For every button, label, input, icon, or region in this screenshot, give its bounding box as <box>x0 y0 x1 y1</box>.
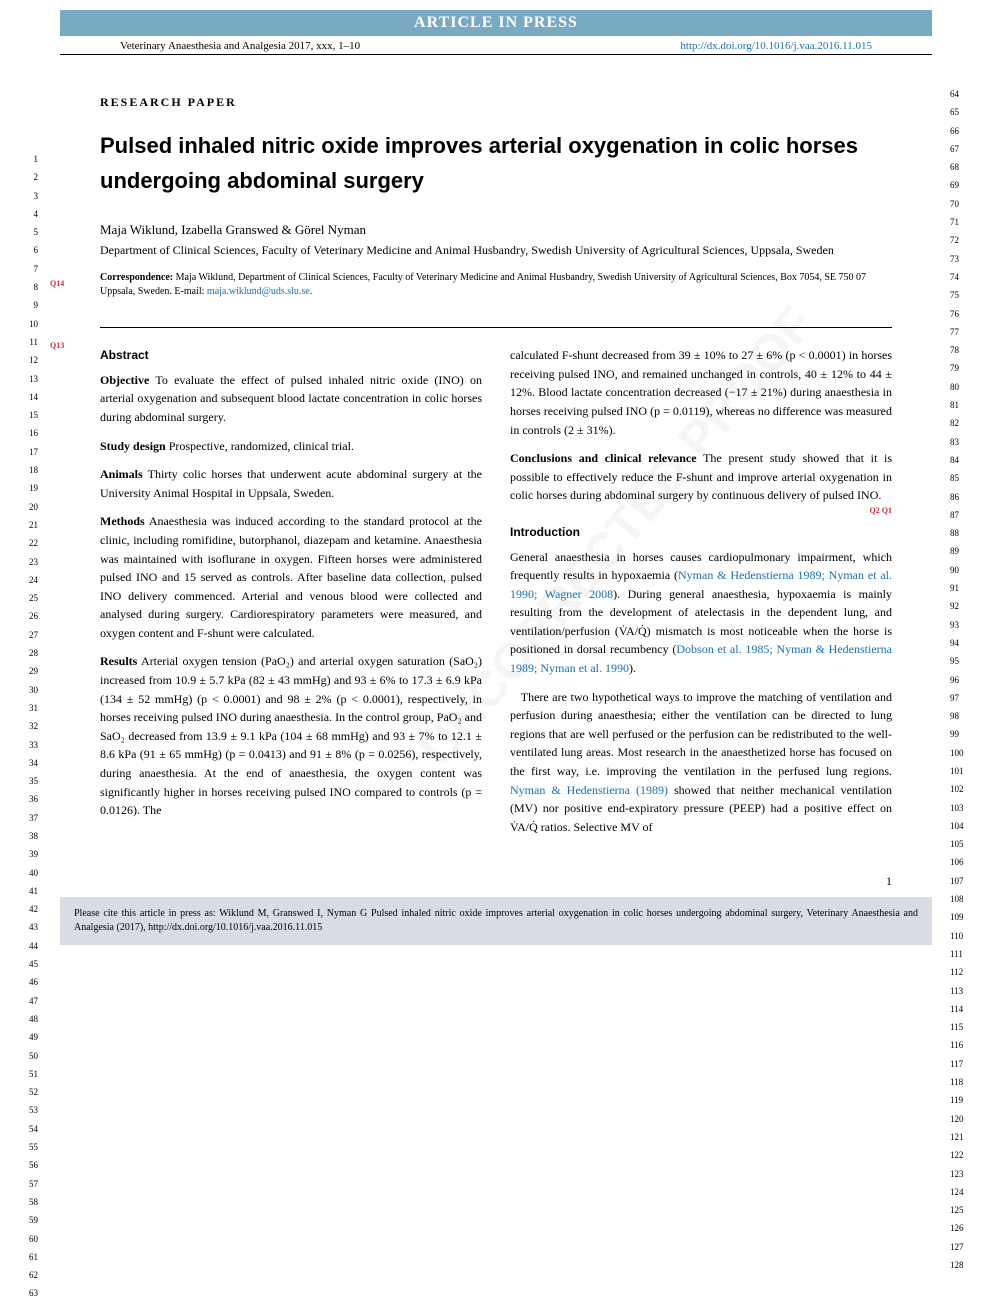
paper-type-label: RESEARCH PAPER <box>100 95 892 110</box>
doi-link[interactable]: http://dx.doi.org/10.1016/j.vaa.2016.11.… <box>680 40 872 52</box>
query-q2q1: Q2 Q1 <box>870 505 892 517</box>
journal-header: Veterinary Anaesthesia and Analgesia 201… <box>60 36 932 55</box>
abstract-objective: Objective To evaluate the effect of puls… <box>100 371 482 427</box>
correspondence-label: Correspondence: <box>100 272 173 283</box>
citation-footer: Please cite this article in press as: Wi… <box>60 897 932 945</box>
abstract-heading: Abstract <box>100 346 482 365</box>
authors: Maja Wiklund, Izabella Granswed & Görel … <box>100 222 892 238</box>
right-column: calculated F-shunt decreased from 39 ± 1… <box>510 346 892 846</box>
methods-label: Methods <box>100 514 145 528</box>
introduction-heading: Introduction <box>510 523 892 542</box>
objective-text: To evaluate the effect of pulsed inhaled… <box>100 373 482 424</box>
design-text: Prospective, randomized, clinical trial. <box>166 439 354 453</box>
animals-label: Animals <box>100 467 143 481</box>
page-number: 1 <box>0 874 992 889</box>
design-label: Study design <box>100 439 166 453</box>
intro-ref-3[interactable]: Nyman & Hedenstierna (1989) <box>510 783 668 797</box>
abstract-design: Study design Prospective, randomized, cl… <box>100 437 482 456</box>
section-divider <box>100 327 892 328</box>
intro-p2a: There are two hypothetical ways to impro… <box>510 690 892 778</box>
journal-citation: Veterinary Anaesthesia and Analgesia 201… <box>120 40 360 52</box>
article-title: Pulsed inhaled nitric oxide improves art… <box>100 128 892 198</box>
article-in-press-banner: ARTICLE IN PRESS <box>60 10 932 36</box>
results-label: Results <box>100 654 137 668</box>
objective-label: Objective <box>100 373 149 387</box>
conclusions-label: Conclusions and clinical relevance <box>510 451 697 465</box>
abstract-results-p2: calculated F-shunt decreased from 39 ± 1… <box>510 346 892 439</box>
intro-para-2: There are two hypothetical ways to impro… <box>510 688 892 837</box>
query-q14: Q14 <box>50 279 64 288</box>
animals-text: Thirty colic horses that underwent acute… <box>100 467 482 500</box>
correspondence-email[interactable]: maja.wiklund@uds.slu.se <box>207 286 310 297</box>
results-text-1: Arterial oxygen tension (PaO₂) and arter… <box>100 654 482 817</box>
abstract-methods: Methods Anaesthesia was induced accordin… <box>100 512 482 642</box>
correspondence: Correspondence: Maja Wiklund, Department… <box>100 271 892 299</box>
intro-para-1: General anaesthesia in horses causes car… <box>510 548 892 678</box>
intro-p1c: ). <box>629 661 636 675</box>
abstract-animals: Animals Thirty colic horses that underwe… <box>100 465 482 502</box>
query-q13: Q13 <box>50 341 64 350</box>
abstract-results-p1: Results Arterial oxygen tension (PaO₂) a… <box>100 652 482 819</box>
two-column-body: Abstract Objective To evaluate the effec… <box>100 346 892 846</box>
abstract-conclusions: Conclusions and clinical relevance The p… <box>510 449 892 505</box>
left-column: Abstract Objective To evaluate the effec… <box>100 346 482 846</box>
methods-text: Anaesthesia was induced according to the… <box>100 514 482 640</box>
affiliation: Department of Clinical Sciences, Faculty… <box>100 242 892 259</box>
